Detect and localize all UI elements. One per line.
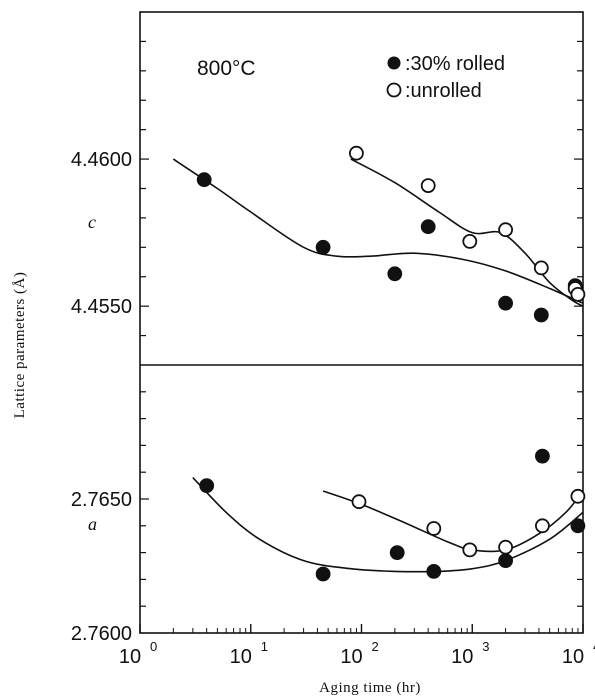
data-point-unrolled [348, 145, 364, 161]
data-point-rolled [199, 478, 215, 494]
plot-border [139, 11, 584, 634]
y-tick-label: 2.7600 [71, 623, 132, 645]
y-tick-label: 4.4550 [71, 296, 132, 318]
data-point-unrolled [535, 518, 550, 534]
data-point-rolled [389, 545, 405, 560]
x-axis-title: Aging time (hr) [319, 680, 421, 696]
x-tick-exponent: 4 [593, 639, 595, 654]
legend-label-unrolled: :unrolled [405, 80, 482, 102]
data-point-unrolled [462, 233, 478, 249]
legend-marker-rolled [387, 56, 401, 70]
data-point-unrolled [420, 178, 436, 194]
legend-label-rolled: :30% rolled [405, 53, 505, 75]
data-point-rolled [570, 518, 586, 534]
x-tick-exponent: 1 [261, 639, 268, 654]
panel-label-c: c [88, 212, 96, 232]
data-point-unrolled [570, 488, 586, 504]
panel-label-a: a [88, 514, 97, 534]
axis-ticks: 10 0 10 1 10 2 10 3 10 4 4.4600 4.4550 2.7650 2.7600 [71, 40, 595, 668]
data-point-unrolled [498, 539, 514, 555]
data-point-rolled [535, 448, 550, 464]
fit-curve-rolled [172, 158, 584, 304]
data-point-unrolled [426, 521, 442, 536]
data-points [196, 145, 586, 582]
x-tick-label: 10 [230, 646, 252, 668]
fit-curve-rolled [192, 477, 584, 573]
data-point-unrolled [533, 260, 549, 276]
plot-frame [139, 11, 584, 634]
data-point-rolled [420, 219, 436, 235]
chart-text: 800°C :30% rolled :unrolled c a Lattice … [12, 53, 505, 696]
data-point-rolled [498, 295, 514, 311]
data-point-rolled [498, 553, 514, 568]
y-tick-label: 4.4600 [71, 149, 132, 171]
data-point-rolled [387, 266, 403, 282]
y-axis-title: Lattice parameters (Å) [12, 272, 28, 419]
y-tick-label: 2.7650 [71, 489, 132, 511]
legend-marker-unrolled [386, 82, 402, 98]
x-tick-exponent: 0 [150, 639, 157, 654]
data-point-rolled [315, 566, 331, 582]
data-point-rolled [196, 172, 212, 188]
fit-curve-unrolled [350, 158, 584, 307]
data-point-unrolled [498, 222, 514, 238]
x-tick-label: 10 [119, 646, 141, 668]
x-tick-label: 10 [340, 646, 362, 668]
data-point-rolled [315, 239, 331, 255]
data-point-unrolled [351, 494, 367, 510]
x-tick-exponent: 3 [482, 639, 489, 654]
x-tick-label: 10 [562, 646, 584, 668]
x-tick-exponent: 2 [372, 639, 379, 654]
temperature-annotation: 800°C [197, 57, 256, 80]
data-point-unrolled [570, 286, 586, 302]
data-point-unrolled [462, 542, 478, 558]
x-tick-label: 10 [451, 646, 473, 668]
data-point-rolled [426, 564, 442, 579]
data-point-rolled [533, 307, 549, 323]
